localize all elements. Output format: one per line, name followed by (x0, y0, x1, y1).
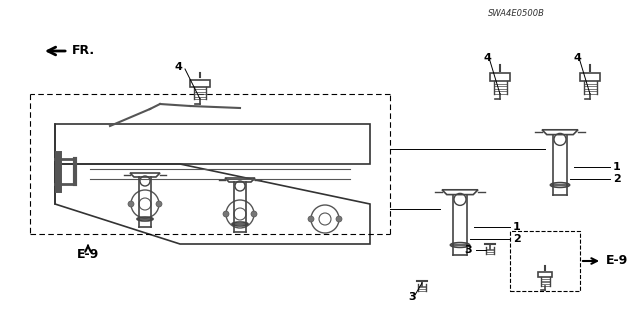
Circle shape (128, 201, 134, 207)
Text: 2: 2 (513, 234, 521, 244)
Circle shape (251, 211, 257, 217)
Text: 3: 3 (465, 245, 472, 255)
Text: 4: 4 (483, 53, 491, 63)
Text: 4: 4 (573, 53, 581, 63)
Text: 1: 1 (613, 162, 621, 172)
Text: SWA4E0500B: SWA4E0500B (488, 10, 545, 19)
Text: FR.: FR. (72, 44, 95, 57)
Text: 3: 3 (408, 292, 416, 302)
Text: 1: 1 (513, 222, 521, 232)
Circle shape (308, 216, 314, 222)
Circle shape (336, 216, 342, 222)
Text: E-9: E-9 (77, 248, 99, 261)
Circle shape (223, 211, 229, 217)
Text: E-9: E-9 (606, 255, 628, 268)
Text: 4: 4 (174, 62, 182, 72)
Text: 2: 2 (613, 174, 621, 184)
Circle shape (156, 201, 162, 207)
